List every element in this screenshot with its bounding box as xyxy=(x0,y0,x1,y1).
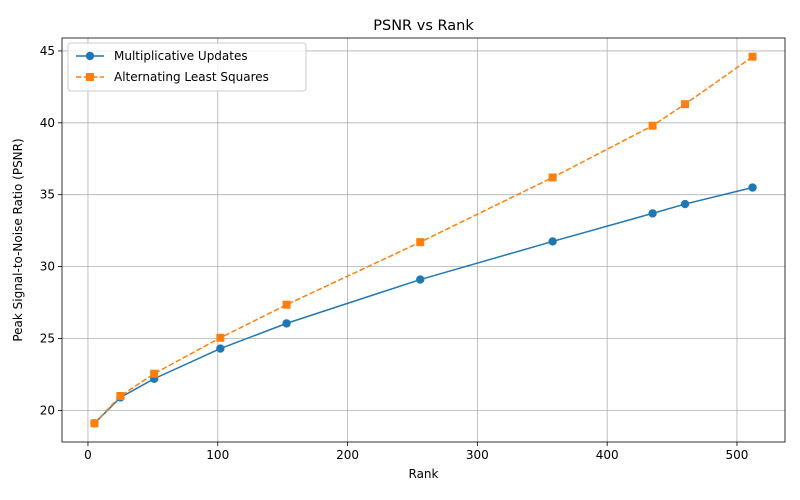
legend-marker xyxy=(86,73,94,81)
data-point xyxy=(748,52,757,61)
data-point xyxy=(282,319,291,328)
x-axis-label: Rank xyxy=(409,467,439,481)
data-point xyxy=(416,238,425,247)
axis-ticks: 0 100 200 300 400 500 20 25 30 35 40 45 xyxy=(40,44,749,462)
data-point xyxy=(116,391,125,400)
legend-label: Multiplicative Updates xyxy=(114,49,248,63)
legend-item: Multiplicative Updates xyxy=(76,49,248,63)
data-point xyxy=(416,275,425,284)
data-point xyxy=(548,173,557,182)
y-tick-label: 25 xyxy=(40,331,55,345)
data-point xyxy=(282,300,291,309)
x-tick-label: 500 xyxy=(726,448,749,462)
data-point xyxy=(681,100,690,109)
y-tick-label: 30 xyxy=(40,260,55,274)
series-1 xyxy=(90,52,757,428)
y-tick-label: 20 xyxy=(40,403,55,417)
data-point xyxy=(648,121,657,130)
series-line xyxy=(93,186,753,424)
y-tick-label: 45 xyxy=(40,44,55,58)
data-point xyxy=(748,183,757,192)
x-tick-label: 400 xyxy=(596,448,619,462)
series-line xyxy=(93,56,753,424)
legend-label: Alternating Least Squares xyxy=(114,70,269,84)
y-tick-label: 35 xyxy=(40,188,55,202)
data-point xyxy=(648,209,657,218)
chart-title: PSNR vs Rank xyxy=(373,18,474,34)
legend-marker xyxy=(85,51,95,61)
x-tick-label: 200 xyxy=(336,448,359,462)
data-point xyxy=(548,237,557,246)
plot-area-frame xyxy=(61,37,786,443)
data-point xyxy=(216,344,225,353)
series-layer xyxy=(90,52,757,428)
x-tick-label: 100 xyxy=(206,448,229,462)
series-0 xyxy=(90,183,757,428)
legend-item: Alternating Least Squares xyxy=(76,70,269,84)
data-point xyxy=(90,419,99,428)
data-point xyxy=(216,333,225,342)
legend: Multiplicative Updates Alternating Least … xyxy=(67,42,307,92)
data-point xyxy=(150,369,159,378)
y-tick-label: 40 xyxy=(40,116,55,130)
legend-box xyxy=(67,42,307,92)
y-axis-label: Peak Signal-to-Noise Ratio (PSNR) xyxy=(11,138,25,341)
x-tick-label: 300 xyxy=(466,448,489,462)
x-tick-label: 0 xyxy=(84,448,92,462)
data-point xyxy=(680,199,690,209)
